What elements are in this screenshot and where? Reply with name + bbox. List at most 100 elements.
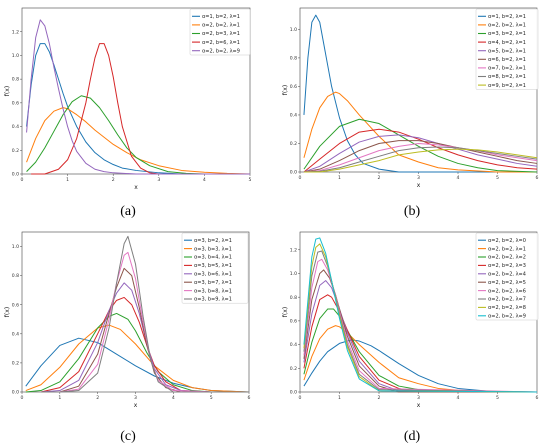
x-tick-label: 6 bbox=[248, 395, 251, 401]
x-tick-label: 4 bbox=[457, 175, 460, 181]
legend-box bbox=[189, 8, 251, 56]
legend-entry: α=3, b=4, λ=1 bbox=[194, 255, 232, 261]
series-line-2 bbox=[303, 91, 537, 173]
x-tick-label: 3 bbox=[157, 177, 160, 183]
legend-entry: α=2, b=2, λ=8 bbox=[488, 305, 526, 311]
x-tick-label: 0 bbox=[21, 395, 24, 401]
series-line-5 bbox=[40, 282, 249, 393]
series-line-8 bbox=[40, 235, 249, 393]
series-line-7 bbox=[40, 251, 249, 393]
y-tick-label: 0.8 bbox=[12, 77, 19, 83]
legend-entry: α=3, b=2, λ=1 bbox=[488, 31, 526, 37]
legend-entry: α=2, b=6, λ=1 bbox=[202, 40, 240, 46]
x-tick-label: 1 bbox=[58, 395, 61, 401]
series-line-6 bbox=[303, 140, 538, 173]
x-axis-label: x bbox=[134, 184, 138, 191]
y-tick-label: 1.0 bbox=[12, 244, 19, 250]
x-tick-label: 1 bbox=[66, 177, 69, 183]
y-tick-label: 0.0 bbox=[290, 390, 297, 396]
series-line-8 bbox=[303, 146, 538, 173]
series-line-2 bbox=[26, 107, 251, 175]
x-tick-label: 6 bbox=[536, 395, 539, 401]
x-tick-label: 5 bbox=[496, 395, 499, 401]
y-tick-label: 0.0 bbox=[12, 172, 19, 178]
y-axis-label: f(x) bbox=[282, 307, 289, 317]
legend-entry: α=2, b=2, λ=6 bbox=[488, 288, 526, 294]
x-tick-label: 2 bbox=[96, 395, 99, 401]
y-tick-label: 0.6 bbox=[290, 84, 297, 90]
y-tick-label: 0.8 bbox=[12, 273, 19, 279]
y-axis-label: f(x) bbox=[4, 307, 11, 317]
series-line-5 bbox=[303, 134, 538, 173]
legend: α=3, b=2, λ=1 α=3, b=3, λ=1 α=3, b=4, λ=1 α… bbox=[181, 232, 249, 304]
y-tick-label: 1.2 bbox=[290, 247, 297, 253]
panel-label: (a) bbox=[120, 204, 136, 219]
x-tick-label: 0 bbox=[299, 175, 302, 181]
y-axis-label: f(x) bbox=[4, 86, 11, 96]
series-line-4 bbox=[40, 296, 249, 393]
legend-entry: α=9, b=2, λ=1 bbox=[488, 83, 526, 89]
legend-entry: α=2, b=2, λ=4 bbox=[488, 272, 526, 278]
x-tick-label: 6 bbox=[536, 175, 539, 181]
series-line-4 bbox=[303, 128, 538, 173]
legend-entry: α=3, b=6, λ=1 bbox=[194, 272, 232, 278]
legend-entry: α=2, b=2, λ=9 bbox=[488, 314, 526, 320]
legend-entry: α=3, b=9, λ=1 bbox=[194, 297, 232, 303]
legend-box bbox=[181, 232, 249, 304]
legend-entry: α=2, b=2, λ=1 bbox=[202, 23, 240, 29]
panel-b: 0 1 2 3 4 5 6 0.0 0.2 0.4 0.6 0.8 1.0 x f(x) α=1, b=2, … bbox=[282, 7, 539, 219]
legend-entry: α=8, b=2, λ=1 bbox=[488, 74, 526, 80]
panel-c: 0 1 2 3 4 5 6 0.0 0.2 0.4 0.6 0.8 1.0 x f(x) α=3, b=2, … bbox=[4, 231, 251, 444]
legend-entry: α=2, b=2, λ=2 bbox=[488, 255, 526, 261]
legend-box bbox=[475, 8, 539, 90]
series-line-2 bbox=[25, 324, 250, 393]
x-tick-label: 1 bbox=[338, 395, 341, 401]
y-tick-label: 0.0 bbox=[12, 390, 19, 396]
x-axis-label: x bbox=[134, 402, 138, 409]
panel-label: (b) bbox=[404, 204, 421, 219]
y-tick-label: 1.2 bbox=[12, 29, 19, 35]
legend-entry: α=5, b=2, λ=1 bbox=[488, 48, 526, 54]
series-line-1 bbox=[26, 43, 250, 175]
legend-entry: α=2, b=3, λ=1 bbox=[202, 31, 240, 37]
x-tick-label: 4 bbox=[203, 177, 206, 183]
legend-entry: α=2, b=2, λ=0 bbox=[488, 238, 526, 244]
x-tick-label: 5 bbox=[249, 177, 252, 183]
y-tick-label: 1.0 bbox=[290, 27, 297, 33]
x-tick-label: 3 bbox=[417, 395, 420, 401]
y-tick-label: 0.2 bbox=[290, 366, 297, 372]
x-tick-label: 3 bbox=[134, 395, 137, 401]
x-axis-label: x bbox=[417, 182, 421, 189]
x-tick-label: 0 bbox=[21, 177, 24, 183]
legend-entry: α=3, b=5, λ=1 bbox=[194, 263, 232, 269]
y-tick-label: 0.8 bbox=[290, 56, 297, 62]
x-tick-label: 4 bbox=[172, 395, 175, 401]
legend-entry: α=6, b=2, λ=1 bbox=[488, 57, 526, 63]
legend-entry: α=3, b=2, λ=1 bbox=[194, 238, 232, 244]
series-line-5 bbox=[26, 19, 250, 175]
legend-entry: α=2, b=2, λ=1 bbox=[488, 246, 526, 252]
legend-entry: α=3, b=3, λ=1 bbox=[194, 246, 232, 252]
series-line-10 bbox=[303, 237, 538, 393]
x-tick-label: 3 bbox=[417, 175, 420, 181]
series-line-3 bbox=[26, 95, 250, 175]
y-tick-label: 0.4 bbox=[290, 113, 297, 119]
y-tick-label: 0.6 bbox=[12, 100, 19, 106]
legend: α=1, b=2, λ=1 α=2, b=2, λ=1 α=2, b=3, λ=1 α… bbox=[189, 8, 251, 56]
y-tick-label: 1.0 bbox=[12, 53, 19, 59]
x-tick-label: 2 bbox=[378, 175, 381, 181]
panel-label: (d) bbox=[404, 429, 421, 444]
y-tick-label: 0.4 bbox=[12, 124, 19, 130]
series-line-2 bbox=[303, 325, 537, 393]
legend-entry: α=2, b=2, λ=5 bbox=[488, 280, 526, 286]
x-tick-label: 5 bbox=[496, 175, 499, 181]
x-tick-label: 2 bbox=[112, 177, 115, 183]
y-tick-label: 0.0 bbox=[290, 170, 297, 176]
series-line-1 bbox=[303, 339, 537, 393]
x-axis-label: x bbox=[417, 402, 421, 409]
legend-entry: α=7, b=2, λ=1 bbox=[488, 66, 526, 72]
legend-entry: α=1, b=2, λ=1 bbox=[202, 14, 240, 20]
y-axis-label: f(x) bbox=[282, 85, 289, 95]
series-line-4 bbox=[31, 43, 250, 175]
